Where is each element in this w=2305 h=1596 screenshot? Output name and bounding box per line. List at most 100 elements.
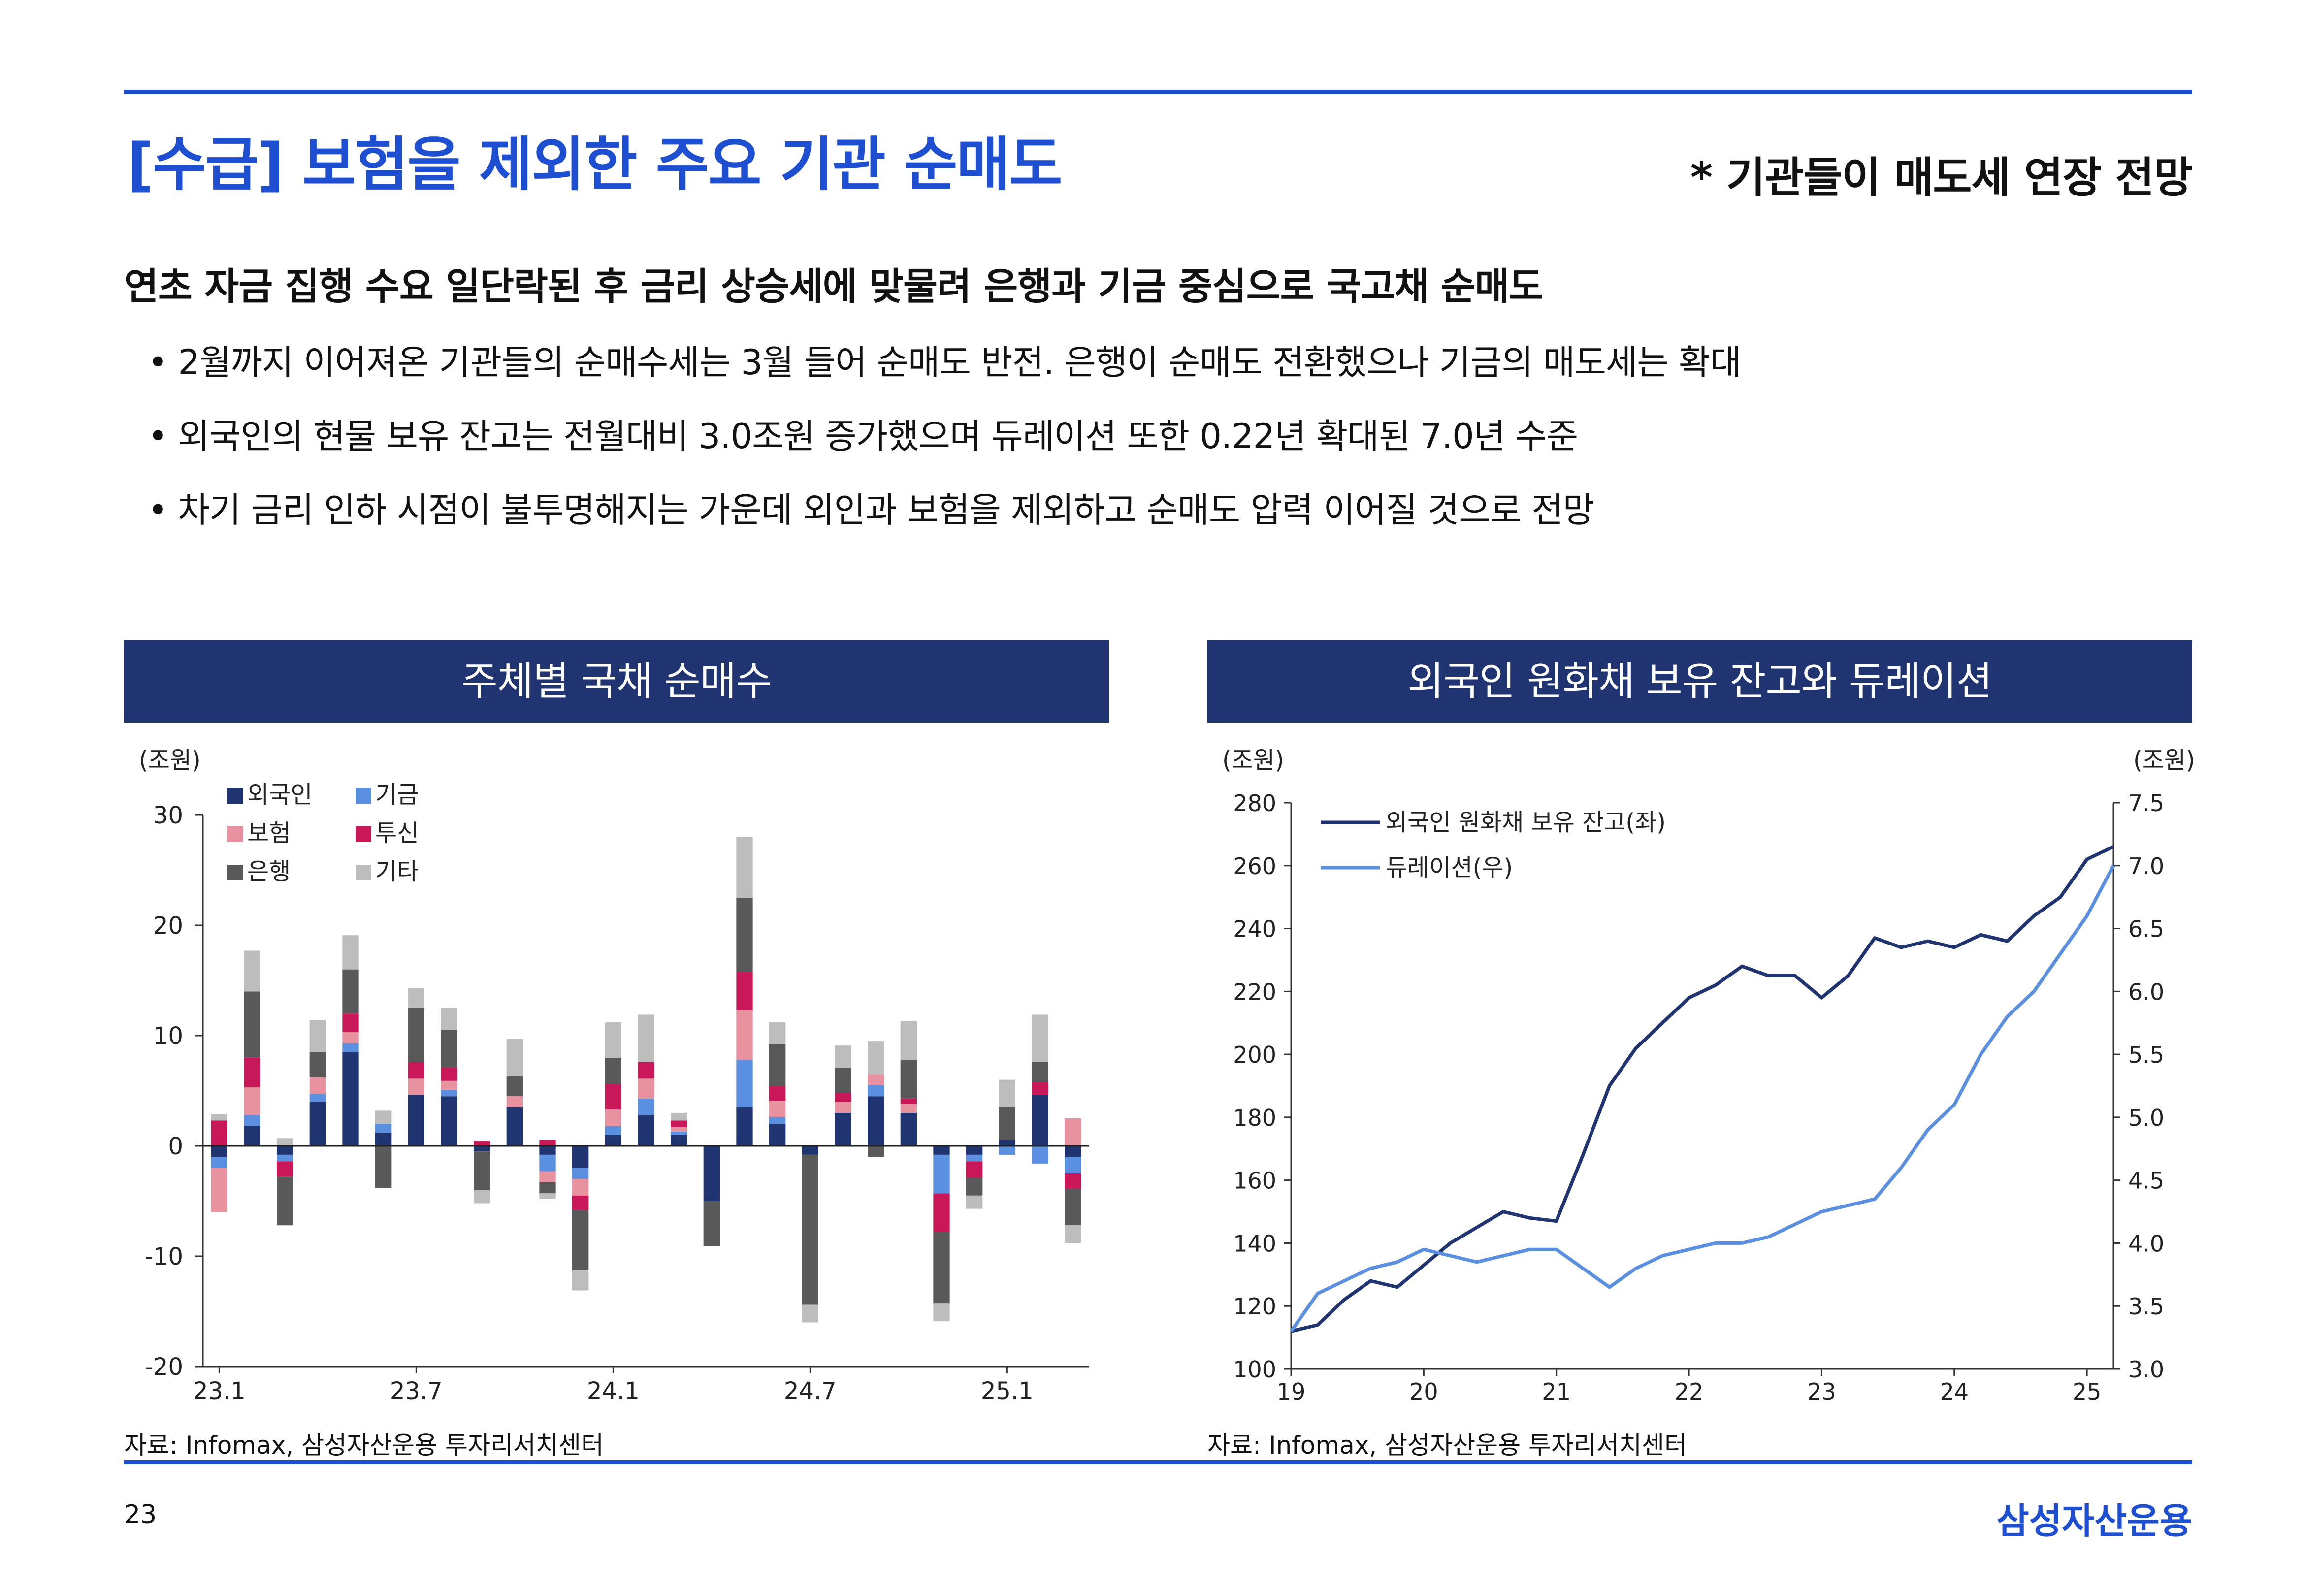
x-tick-label: 23: [1807, 1378, 1836, 1405]
bar-segment: [211, 1157, 227, 1168]
bar-segment: [736, 1060, 753, 1107]
bar-segment: [703, 1146, 720, 1201]
legend-swatch: [227, 826, 243, 842]
right-tick-label: 3.0: [2128, 1356, 2164, 1383]
bar-segment: [769, 1117, 786, 1124]
bar-segment: [769, 1124, 786, 1146]
y-unit-label: (조원): [139, 747, 201, 774]
x-tick-label: 19: [1277, 1378, 1306, 1405]
net-purchase-bar-chart: (조원) 30 20 10 0 -10 -20 23.1 23.7 24.1 24.7 25.1 외국인…: [139, 747, 1089, 1405]
right-tick-label: 5.0: [2128, 1105, 2164, 1131]
bar-segment: [342, 1032, 359, 1043]
right-tick-label: 5.5: [2128, 1042, 2164, 1068]
bar-segment: [441, 1067, 457, 1081]
left-tick-label: 280: [1233, 790, 1276, 816]
bar-segment: [605, 1022, 621, 1058]
bar-segment: [506, 1076, 523, 1097]
bar-segment: [802, 1304, 818, 1323]
bar-segment: [736, 898, 753, 972]
bar-segment: [342, 1043, 359, 1052]
bar-segment: [933, 1232, 950, 1304]
bar-segment: [474, 1146, 490, 1152]
legend-swatch: [227, 865, 243, 880]
bar-segment: [506, 1107, 523, 1146]
left-tick-label: 120: [1233, 1293, 1276, 1320]
bar-segment: [671, 1120, 687, 1127]
x-tick-label: 20: [1409, 1378, 1438, 1405]
bar-segment: [342, 1052, 359, 1146]
right-panel-title: 외국인 원화채 보유 잔고와 듀레이션: [1207, 640, 2192, 723]
summary-bullet: • 2월까지 이어져온 기관들의 순매수세는 3월 들어 순매도 반전. 은행이…: [148, 342, 1742, 383]
bar-segment: [999, 1079, 1015, 1107]
bar-segment: [835, 1067, 851, 1093]
bar-segment: [375, 1146, 392, 1188]
bar-segment: [277, 1146, 293, 1155]
left-tick-label: 100: [1233, 1356, 1276, 1383]
bar-segment: [1032, 1095, 1048, 1146]
page-subtitle: * 기관들이 매도세 연장 전망: [1690, 153, 2193, 202]
bar-segment: [703, 1201, 720, 1246]
bar-segment: [474, 1141, 490, 1146]
legend-label: 외국인: [247, 781, 312, 809]
bar-segment: [835, 1102, 851, 1113]
bar-segment: [309, 1094, 326, 1102]
bar-segment: [933, 1193, 950, 1232]
summary-lead: 연초 자금 집행 수요 일단락된 후 금리 상승세에 맞물려 은행과 기금 중심…: [124, 264, 1543, 308]
bar-segment: [539, 1154, 556, 1172]
bar-segment: [211, 1146, 227, 1157]
bar-segment: [638, 1014, 654, 1062]
bar-segment: [868, 1085, 884, 1097]
bar-segment: [868, 1146, 884, 1157]
legend-swatch: [356, 865, 371, 880]
bar-segment: [277, 1138, 293, 1146]
bar-segment: [539, 1140, 556, 1146]
right-tick-label: 7.5: [2128, 790, 2164, 816]
bar-segment: [539, 1193, 556, 1199]
bar-segment: [638, 1062, 654, 1079]
legend-swatch: [356, 826, 371, 842]
bar-segment: [900, 1098, 917, 1104]
left-tick-label: 220: [1233, 978, 1276, 1005]
bar-segment: [933, 1146, 950, 1155]
bar-segment: [769, 1022, 786, 1044]
bar-segment: [572, 1195, 589, 1210]
bar-segment: [572, 1168, 589, 1179]
bar-segment: [1065, 1173, 1081, 1189]
bar-segment: [244, 1057, 260, 1088]
y-tick-label: 10: [153, 1022, 183, 1050]
bar-segment: [474, 1190, 490, 1204]
bar-segment: [638, 1115, 654, 1146]
y-tick-label: -10: [145, 1243, 183, 1270]
bar-segment: [441, 1008, 457, 1030]
bar-segment: [736, 837, 753, 898]
bar-segment: [900, 1112, 917, 1146]
bar-segment: [736, 1010, 753, 1060]
bar-segment: [900, 1021, 917, 1060]
bar-segment: [408, 988, 424, 1008]
bar-segment: [966, 1154, 983, 1162]
bar-segment: [966, 1177, 983, 1196]
x-tick-label: 24.1: [587, 1377, 640, 1405]
x-tick-label: 25.1: [981, 1377, 1034, 1405]
bar-segment: [1065, 1118, 1081, 1146]
x-tick-label: 25: [2073, 1378, 2102, 1405]
bar-segment: [1065, 1225, 1081, 1243]
x-tick-label: 23.1: [193, 1377, 246, 1405]
right-tick-label: 6.5: [2128, 916, 2164, 943]
bar-segment: [408, 1062, 424, 1079]
bar-segment: [441, 1089, 457, 1097]
bar-segment: [375, 1110, 392, 1124]
right-tick-label: 4.0: [2128, 1230, 2164, 1257]
bar-segment: [605, 1126, 621, 1135]
bar-segment: [342, 935, 359, 970]
y-tick-label: -20: [145, 1353, 183, 1381]
bar-segment: [835, 1093, 851, 1102]
bar-segment: [539, 1146, 556, 1155]
summary-bullet: • 외국인의 현물 보유 잔고는 전월대비 3.0조원 증가했으며 듀레이션 또…: [148, 416, 1578, 456]
bar-segment: [638, 1078, 654, 1099]
bar-segment: [375, 1124, 392, 1133]
bar-segment: [900, 1104, 917, 1113]
bar-segment: [572, 1270, 589, 1291]
bar-segment: [244, 950, 260, 992]
bar-segment: [736, 972, 753, 1010]
